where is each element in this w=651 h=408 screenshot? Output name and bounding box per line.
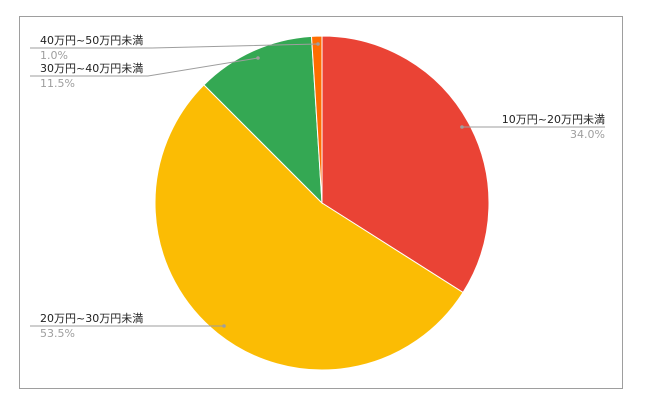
callout-dot-slice-3 [316,42,320,46]
slice-value-label-2: 11.5% [40,77,75,90]
slice-label-0: 10万円~20万円未満 [502,113,605,126]
callout-line-slice-3 [30,43,319,49]
slice-label-2: 30万円~40万円未満 [40,62,143,75]
slice-label-1: 20万円~30万円未満 [40,312,143,325]
callout-dot-slice-2 [256,56,260,60]
callout-dot-slice-1 [222,324,226,328]
slice-value-label-3: 1.0% [40,49,68,62]
pie-slice-1 [154,84,464,371]
pie-slice-0 [321,35,490,294]
chart-frame [19,16,623,389]
slice-value-label-1: 53.5% [40,327,75,340]
callout-dot-slice-0 [460,125,464,129]
pie-slice-3 [310,35,323,204]
pie-slice-2 [203,35,323,205]
slice-value-label-0: 34.0% [570,128,605,141]
slice-label-3: 40万円~50万円未満 [40,34,143,47]
callout-line-slice-2 [30,57,259,77]
